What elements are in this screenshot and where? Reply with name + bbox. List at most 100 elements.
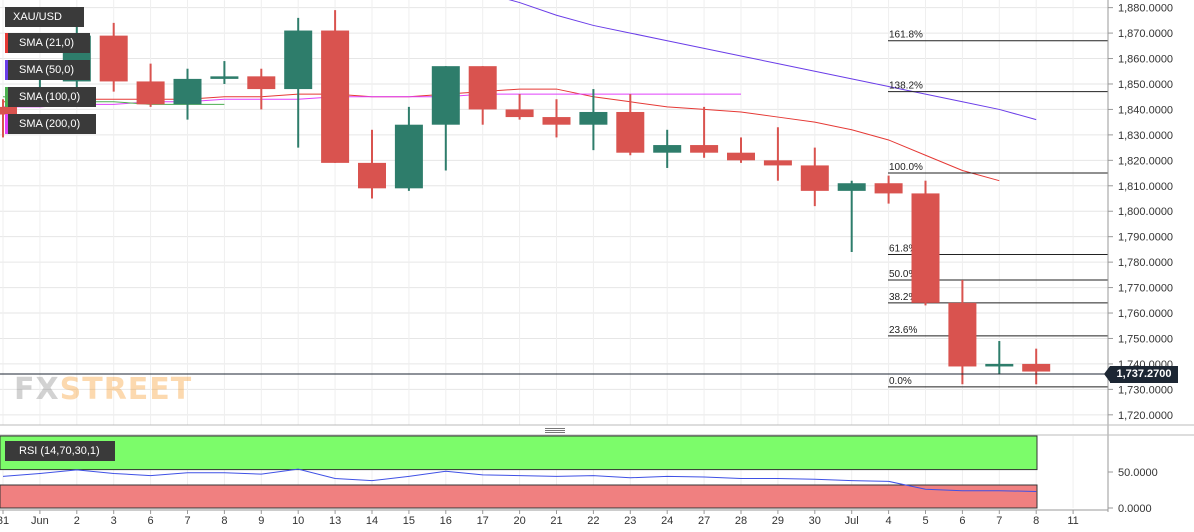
- candle-bearish: [690, 145, 719, 153]
- price-tick-label: 1,770.0000: [1118, 283, 1173, 295]
- candle-bearish: [247, 76, 276, 90]
- time-tick-label: 7: [184, 515, 190, 527]
- price-tick-label: 1,870.0000: [1118, 28, 1173, 40]
- symbol-label: XAU/USD: [5, 7, 84, 27]
- candle-bearish: [763, 160, 792, 166]
- legend-swatch: [5, 60, 8, 80]
- candle-bearish: [874, 183, 903, 194]
- price-tick-label: 1,880.0000: [1118, 3, 1173, 15]
- time-tick-label: 4: [886, 515, 892, 527]
- candle-bullish: [394, 124, 423, 189]
- time-tick-label: 3: [111, 515, 117, 527]
- time-tick-label: 16: [440, 515, 452, 527]
- candle-bearish: [0, 106, 17, 115]
- time-tick-label: 5: [922, 515, 928, 527]
- price-tick-label: 1,750.0000: [1118, 333, 1173, 345]
- price-tick-label: 1,810.0000: [1118, 181, 1173, 193]
- time-tick-label: 8: [221, 515, 227, 527]
- sma21-line: [3, 88, 1000, 182]
- candle-bearish: [911, 193, 940, 303]
- time-tick-label: 28: [735, 515, 747, 527]
- fib-level-label: 38.2%: [889, 292, 917, 303]
- candle-bullish: [985, 363, 1014, 367]
- sma200-line: [3, 93, 741, 108]
- time-tick-label: Jul: [845, 515, 859, 527]
- fib-level-label: 100.0%: [889, 162, 923, 173]
- price-tick-label: 1,760.0000: [1118, 308, 1173, 320]
- time-tick-label: 20: [513, 515, 525, 527]
- fib-level-label: 23.6%: [889, 325, 917, 336]
- time-tick-label: 27: [698, 515, 710, 527]
- panel-resize-handle[interactable]: [545, 428, 565, 434]
- sma50-line: [508, 0, 1037, 121]
- fib-level-label: 0.0%: [889, 376, 912, 387]
- legend-swatch: [5, 114, 8, 134]
- candle-bullish: [653, 145, 682, 153]
- price-tick-label: 1,830.0000: [1118, 130, 1173, 142]
- fxstreet-watermark: FXSTREET: [14, 372, 193, 407]
- time-tick-label: 7: [996, 515, 1002, 527]
- price-tick-label: 1,790.0000: [1118, 232, 1173, 244]
- time-tick-label: 13: [329, 515, 341, 527]
- time-tick-label: 23: [624, 515, 636, 527]
- candle-bullish: [173, 78, 202, 105]
- legend-sma200[interactable]: SMA (200,0): [5, 114, 96, 134]
- rsi-overbought-zone: [0, 435, 1038, 471]
- candle-bearish: [136, 81, 165, 105]
- legend-swatch: [5, 33, 8, 53]
- legend-label: SMA (50,0): [19, 64, 75, 76]
- time-axis: 31Jun23678910131415161720212223242728293…: [0, 509, 1108, 527]
- candle-bearish: [99, 35, 128, 82]
- legend-sma100[interactable]: SMA (100,0): [5, 87, 96, 107]
- time-tick-label: 9: [258, 515, 264, 527]
- time-tick-label: 6: [148, 515, 154, 527]
- candle-bearish: [727, 152, 755, 161]
- rsi-legend-label[interactable]: RSI (14,70,30,1): [5, 441, 115, 461]
- time-tick-label: 11: [1067, 515, 1078, 527]
- candle-bearish: [321, 30, 350, 163]
- candle-bearish: [542, 117, 571, 125]
- time-tick-label: 30: [809, 515, 821, 527]
- price-tick-label: 1,860.0000: [1118, 54, 1173, 66]
- legend-sma50[interactable]: SMA (50,0): [5, 60, 90, 80]
- candle-bearish: [948, 302, 977, 367]
- time-tick-label: 24: [661, 515, 673, 527]
- legend-sma21[interactable]: SMA (21,0): [5, 33, 90, 53]
- time-tick-label: 31: [0, 515, 9, 527]
- candlesticks: [0, 10, 1108, 385]
- candle-bullish: [284, 30, 313, 90]
- price-tick-label: 1,800.0000: [1118, 206, 1173, 218]
- rsi-tick-label: 0.0000: [1118, 503, 1152, 515]
- time-tick-label: 8: [1033, 515, 1039, 527]
- rsi-oversold-zone: [0, 484, 1038, 509]
- time-tick-label: 15: [403, 515, 415, 527]
- time-tick-label: 17: [477, 515, 489, 527]
- fib-level-label: 161.8%: [889, 30, 923, 41]
- time-tick-label: 6: [959, 515, 965, 527]
- candle-bullish: [431, 66, 460, 125]
- rsi-line: [2, 468, 1037, 492]
- time-tick-label: 10: [292, 515, 304, 527]
- time-tick-label: 29: [772, 515, 784, 527]
- candle-bearish: [358, 162, 386, 189]
- fib-level-label: 138.2%: [889, 81, 923, 92]
- time-tick-label: 21: [550, 515, 562, 527]
- price-tick-label: 1,840.0000: [1118, 104, 1173, 116]
- price-tick-label: 1,820.0000: [1118, 155, 1173, 167]
- time-tick-label: 2: [74, 515, 80, 527]
- current-price-tag: 1,737.2700: [1104, 366, 1178, 383]
- legend-swatch: [5, 87, 8, 107]
- candle-bullish: [837, 183, 866, 191]
- price-tick-label: 1,730.0000: [1118, 384, 1173, 396]
- candle-bearish: [616, 111, 645, 153]
- legend-label: SMA (100,0): [19, 91, 81, 103]
- time-tick-label: 22: [587, 515, 599, 527]
- fib-level-label: 50.0%: [889, 269, 917, 280]
- price-axis: 1,880.0000 1,870.0000 1,860.0000 1,850.0000…: [0, 0, 1194, 512]
- price-tick-label: 1,850.0000: [1118, 79, 1173, 91]
- legend-label: SMA (21,0): [19, 37, 75, 49]
- fibonacci-levels: 161.8% 138.2% 100.0% 61.8% 50.0% 38.2% 23.6% 0.…: [888, 30, 1108, 388]
- candle-bearish: [468, 66, 497, 110]
- price-tick-label: 1,780.0000: [1118, 257, 1173, 269]
